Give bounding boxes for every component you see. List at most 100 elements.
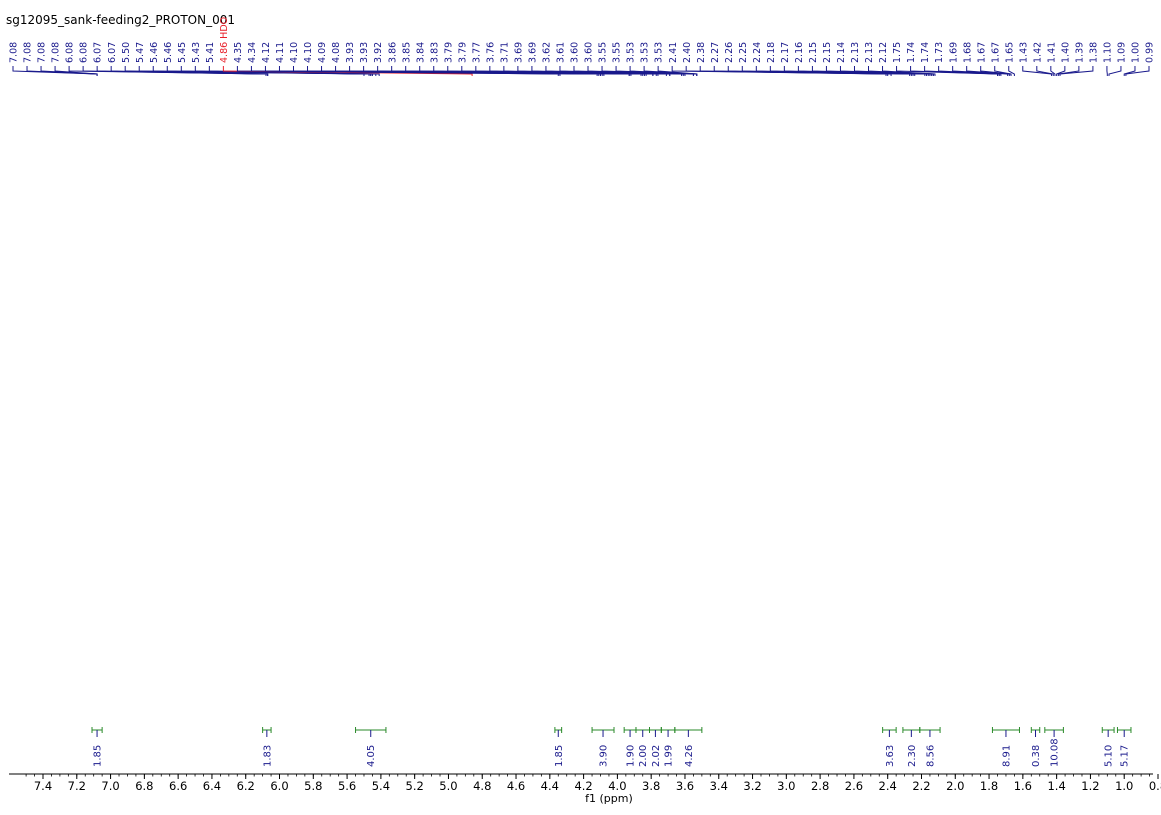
peak-leader-line (1108, 66, 1122, 76)
peak-label: 3.53 (640, 42, 651, 63)
peak-label: 3.79 (457, 42, 468, 63)
integral-value: 1.83 (262, 745, 273, 767)
peak-label: 6.08 (79, 42, 90, 63)
integral-value: 2.02 (651, 745, 662, 767)
peak-label: 3.86 (387, 42, 398, 63)
peak-label: 7.08 (37, 42, 48, 63)
peak-label: 2.12 (878, 42, 889, 63)
x-tick-label: 6.2 (237, 779, 255, 793)
peak-label: 3.76 (485, 42, 496, 63)
peak-label: 1.41 (1046, 42, 1057, 63)
peak-leader-line (1050, 66, 1056, 76)
peak-label: 4.08 (331, 42, 342, 63)
x-tick-label: 5.8 (304, 779, 322, 793)
peak-label: 7.08 (51, 42, 62, 63)
integral-value: 1.85 (93, 745, 104, 767)
peak-leader-line (208, 66, 380, 76)
peak-label: 1.00 (1131, 42, 1142, 63)
peak-leader-line (54, 66, 98, 76)
integral-value: 5.17 (1120, 745, 1131, 767)
peak-label: 1.74 (906, 42, 917, 63)
x-tick-label: 3.2 (743, 779, 761, 793)
peak-label: 2.41 (668, 42, 679, 63)
integral-value: 8.56 (925, 745, 936, 767)
x-tick-label: 0.8 (1149, 779, 1161, 793)
peak-label: 2.15 (822, 42, 833, 63)
integral-value: 4.26 (684, 745, 695, 767)
peak-label: 3.55 (598, 42, 609, 63)
peak-label: 6.08 (65, 42, 76, 63)
peak-label: 1.09 (1117, 42, 1128, 63)
peak-label: 3.77 (471, 42, 482, 63)
peak-label: 4.34 (247, 42, 258, 63)
peak-label: 1.38 (1089, 42, 1100, 63)
peak-leader-line (110, 66, 269, 76)
peak-leader-line (882, 66, 936, 76)
peak-leader-line (1036, 66, 1054, 76)
peak-label: 1.67 (976, 42, 987, 63)
x-tick-label: 7.2 (68, 779, 86, 793)
peak-label: 3.53 (626, 42, 637, 63)
x-tick-label: 2.6 (845, 779, 863, 793)
x-tick-label: 5.2 (406, 779, 424, 793)
x-axis-label: f1 (ppm) (585, 792, 633, 805)
peak-label: 2.13 (864, 42, 875, 63)
x-tick-label: 5.6 (338, 779, 356, 793)
x-tick-label: 6.8 (135, 779, 153, 793)
peak-leader-line (1022, 66, 1053, 76)
x-tick-label: 2.2 (912, 779, 930, 793)
peak-label: 3.62 (542, 42, 553, 63)
peak-label: 1.68 (962, 42, 973, 63)
peak-label: 2.40 (682, 42, 693, 63)
peak-label: 3.61 (556, 42, 567, 63)
peak-label: 5.46 (149, 42, 160, 63)
peak-label: 3.85 (401, 42, 412, 63)
integral-value: 2.30 (907, 745, 918, 767)
peak-label: 4.35 (233, 42, 244, 63)
peak-label: 1.40 (1060, 42, 1071, 63)
x-tick-label: 1.8 (980, 779, 998, 793)
x-tick-label: 6.4 (203, 779, 221, 793)
peak-label: 3.83 (429, 42, 440, 63)
peak-label: 7.08 (23, 42, 34, 63)
x-tick-label: 1.2 (1081, 779, 1099, 793)
peak-label: 0.99 (1145, 42, 1156, 63)
peak-label: 3.79 (443, 42, 454, 63)
x-tick-label: 7.0 (101, 779, 119, 793)
peak-leader-line (657, 66, 698, 76)
x-tick-label: 1.6 (1014, 779, 1032, 793)
peak-label: 3.92 (373, 42, 384, 63)
peak-label: 1.42 (1032, 42, 1043, 63)
peak-label: 3.69 (528, 42, 539, 63)
peak-label: 5.46 (163, 42, 174, 63)
peak-label: 3.69 (513, 42, 524, 63)
peak-label: 1.69 (948, 42, 959, 63)
peak-label: 3.71 (499, 42, 510, 63)
peak-label: 4.11 (275, 42, 286, 63)
peak-label: 1.43 (1018, 42, 1029, 63)
integral-value: 5.10 (1104, 745, 1115, 767)
peak-label: 4.86 HDO (219, 17, 230, 63)
peak-label: 1.74 (920, 42, 931, 63)
integral-value: 3.90 (599, 745, 610, 767)
peak-label: 3.60 (584, 42, 595, 63)
x-tick-label: 3.8 (642, 779, 660, 793)
peak-leader-line (1056, 66, 1066, 76)
x-tick-label: 4.6 (507, 779, 525, 793)
x-axis: 7.4 7.2 7.0 6.8 6.6 6.4 6.2 6.0 5.8 5.6 5.4 5.2 5.0 4… (9, 773, 1161, 805)
peak-leader-line (1125, 66, 1150, 76)
peak-label: 5.47 (135, 42, 146, 63)
peak-label: 1.39 (1074, 42, 1085, 63)
x-tick-label: 7.4 (34, 779, 52, 793)
peak-leader-line (938, 66, 1002, 76)
peak-label: 2.18 (766, 42, 777, 63)
peak-label: 4.10 (303, 42, 314, 63)
peak-label: 3.60 (570, 42, 581, 63)
peak-label: 3.53 (654, 42, 665, 63)
x-tick-label: 4.4 (541, 779, 559, 793)
peak-label: 2.27 (710, 42, 721, 63)
peak-label: 1.10 (1103, 42, 1114, 63)
peak-label: 5.41 (205, 42, 216, 63)
peak-leader-line (1059, 66, 1094, 76)
